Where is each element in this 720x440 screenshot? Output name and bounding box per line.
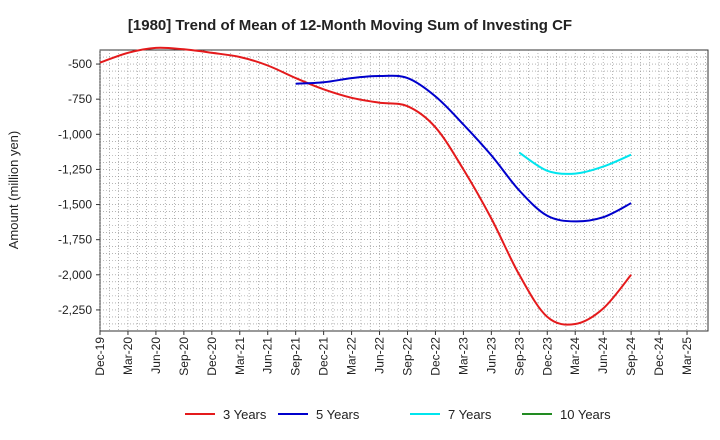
series-line-3-years: [99, 46, 632, 326]
y-axis: -500 -750 -1,000 -1,250 -1,500 -1,750 -2,000 -2…: [58, 57, 100, 317]
legend: 3 Years 5 Years 7 Years 10 Years: [185, 407, 611, 422]
legend-label-3-years: 3 Years: [223, 407, 267, 422]
y-tick-label: -500: [68, 57, 92, 71]
grid-lines: [99, 50, 708, 331]
x-tick-label: Mar-24: [568, 337, 582, 375]
y-tick-label: -750: [68, 92, 92, 106]
x-tick-label: Jun-23: [484, 337, 498, 374]
y-tick-label: -1,250: [58, 162, 92, 176]
series-line-7-years: [518, 151, 632, 175]
x-tick-label: Dec-24: [652, 337, 666, 376]
x-tick-label: Dec-19: [93, 337, 107, 376]
x-tick-label: Jun-22: [373, 337, 387, 374]
x-axis: Dec-19 Mar-20 Jun-20 Sep-20 Dec-20 Mar-21 Jun-…: [93, 331, 694, 376]
x-tick-label: Dec-20: [205, 337, 219, 376]
x-tick-label: Dec-22: [428, 337, 442, 376]
series-group: [99, 46, 632, 326]
x-tick-label: Dec-23: [540, 337, 554, 376]
x-tick-label: Mar-20: [121, 337, 135, 375]
legend-label-10-years: 10 Years: [560, 407, 611, 422]
x-tick-label: Mar-23: [456, 337, 470, 375]
y-tick-label: -2,000: [58, 268, 92, 282]
x-tick-label: Jun-21: [261, 337, 275, 374]
y-axis-label: Amount (million yen): [6, 131, 21, 250]
x-tick-label: Jun-24: [596, 337, 610, 374]
x-tick-label: Dec-21: [317, 337, 331, 376]
x-tick-label: Sep-23: [512, 337, 526, 376]
x-tick-label: Mar-22: [345, 337, 359, 375]
series-line-5-years: [295, 74, 632, 223]
x-tick-label: Sep-21: [289, 337, 303, 376]
x-tick-label: Jun-20: [149, 337, 163, 374]
legend-label-5-years: 5 Years: [316, 407, 360, 422]
y-tick-label: -1,000: [58, 127, 92, 141]
legend-label-7-years: 7 Years: [448, 407, 492, 422]
chart-title: [1980] Trend of Mean of 12-Month Moving …: [128, 17, 572, 34]
y-tick-label: -2,250: [58, 303, 92, 317]
x-tick-label: Mar-21: [233, 337, 247, 375]
y-tick-label: -1,750: [58, 233, 92, 247]
x-tick-label: Sep-20: [177, 337, 191, 376]
x-tick-label: Sep-24: [624, 337, 638, 376]
y-tick-label: -1,500: [58, 198, 92, 212]
x-tick-label: Sep-22: [400, 337, 414, 376]
x-tick-label: Mar-25: [680, 337, 694, 375]
